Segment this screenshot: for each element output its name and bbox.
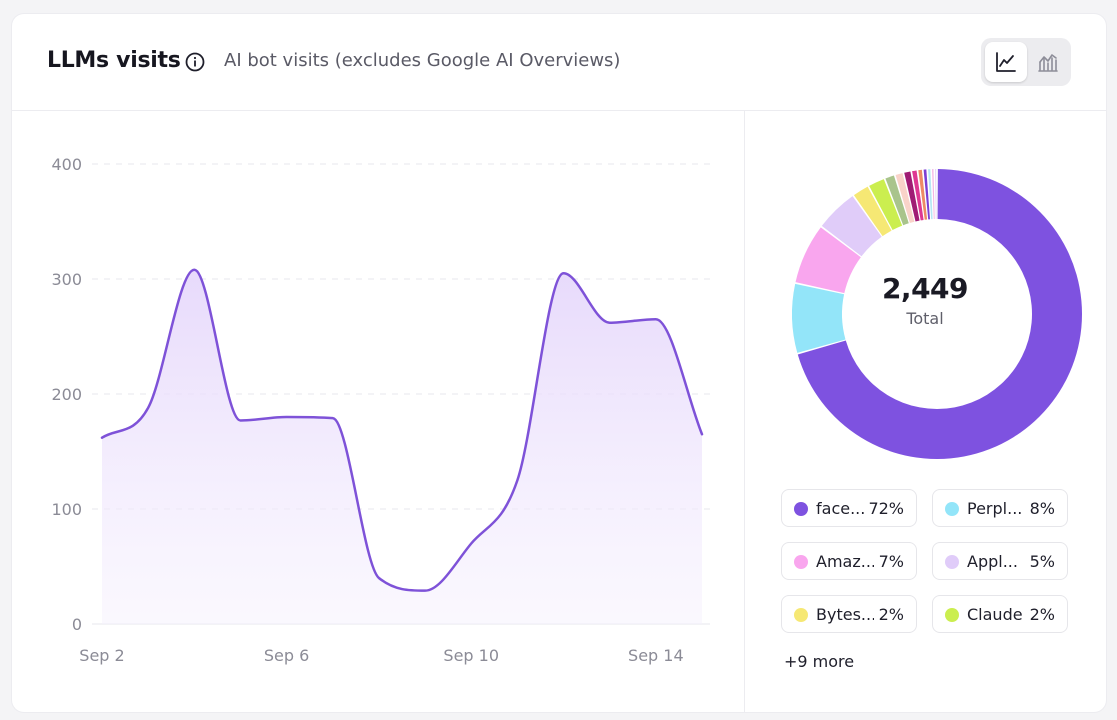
donut-slice[interactable] [869,179,903,231]
y-tick-label: 300 [51,270,82,289]
legend-item[interactable]: Bytes... 2% [781,595,917,633]
total-label: Total [906,309,944,328]
donut-slice[interactable] [895,173,915,223]
donut-slice[interactable] [853,186,892,237]
line-chart-toggle-button[interactable] [985,42,1027,82]
info-icon[interactable] [185,52,205,72]
card-header: LLMs visits AI bot visits (excludes Goog… [12,14,1106,111]
legend-percent: 5% [1029,552,1055,571]
donut-slice[interactable] [797,169,1082,459]
legend-percent: 8% [1029,499,1055,518]
legend-label: Amaz... [816,552,874,571]
total-value: 2,449 [881,272,969,305]
legend-color-dot [794,608,808,622]
donut-slice[interactable] [904,171,920,222]
x-tick-label: Sep 14 [628,646,684,665]
y-tick-label: 0 [72,615,82,634]
chart-type-toggle [981,38,1071,86]
legend-label: Appl... [967,552,1018,571]
series-area [102,269,702,624]
llm-visits-card: LLMs visits AI bot visits (excludes Goog… [12,14,1106,712]
card-title: LLMs visits [47,48,181,73]
legend-color-dot [945,608,959,622]
legend-label: Perpl... [967,499,1023,518]
legend-color-dot [945,555,959,569]
legend-label: face... [816,499,866,518]
donut-slice[interactable] [885,175,909,226]
legend-color-dot [794,502,808,516]
donut-slice[interactable] [932,169,935,220]
legend-item[interactable]: Claude 2% [932,595,1068,633]
donut-slice[interactable] [935,169,937,220]
legend-more-link[interactable]: +9 more [784,652,855,671]
visits-donut-chart [792,169,1082,459]
legend-item[interactable]: Perpl... 8% [932,489,1068,527]
area-chart-toggle-button[interactable] [1027,42,1069,82]
x-tick-label: Sep 6 [264,646,309,665]
x-tick-label: Sep 2 [79,646,124,665]
donut-slice[interactable] [918,169,928,220]
legend-label: Bytes... [816,605,874,624]
legend-item[interactable]: Amaz... 7% [781,542,917,580]
legend-item[interactable]: face... 72% [781,489,917,527]
donut-slice[interactable] [792,283,846,353]
line-chart-icon [996,52,1016,72]
legend-percent: 72% [868,499,904,518]
x-tick-label: Sep 10 [443,646,499,665]
panel-divider [744,110,745,712]
donut-slice[interactable] [912,170,924,221]
donut-slice[interactable] [923,169,930,220]
donut-slice[interactable] [928,169,933,220]
visits-area-chart: 0 100 200 300 400 Sep 2 Sep 6 Sep 10 Sep 14 [51,155,710,665]
legend-label: Claude [967,605,1023,624]
donut-slice[interactable] [821,196,882,257]
legend-percent: 2% [1029,605,1055,624]
series-line [100,268,704,592]
legend-percent: 2% [878,605,904,624]
donut-center: 2,449 Total [825,272,1025,328]
legend-percent: 7% [878,552,904,571]
y-tick-label: 400 [51,155,82,174]
area-chart-icon [1038,54,1058,72]
legend-color-dot [794,555,808,569]
card-subtitle: AI bot visits (excludes Google AI Overvi… [224,50,621,71]
legend-item[interactable]: Appl... 5% [932,542,1068,580]
y-tick-label: 200 [51,385,82,404]
y-tick-label: 100 [51,500,82,519]
donut-slice[interactable] [795,227,861,294]
legend-color-dot [945,502,959,516]
